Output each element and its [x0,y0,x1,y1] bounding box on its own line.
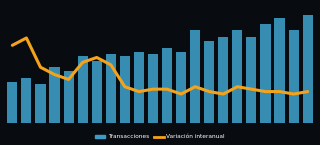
Bar [232,30,243,123]
Bar [36,84,45,123]
Bar [218,37,228,123]
Bar [190,30,200,123]
Bar [134,52,144,123]
Bar [204,41,214,123]
Bar [246,37,256,123]
Bar [176,52,186,123]
Bar [64,71,74,123]
Bar [92,61,102,123]
Bar [162,48,172,123]
Bar [120,56,130,123]
Bar [303,14,313,123]
Bar [7,82,17,123]
Bar [50,67,60,123]
Bar [148,54,158,123]
Bar [77,56,88,123]
Legend: Transacciones, Variación interanual: Transacciones, Variación interanual [94,133,226,141]
Bar [289,30,299,123]
Bar [21,78,31,123]
Bar [260,24,270,123]
Bar [106,54,116,123]
Bar [275,18,284,123]
